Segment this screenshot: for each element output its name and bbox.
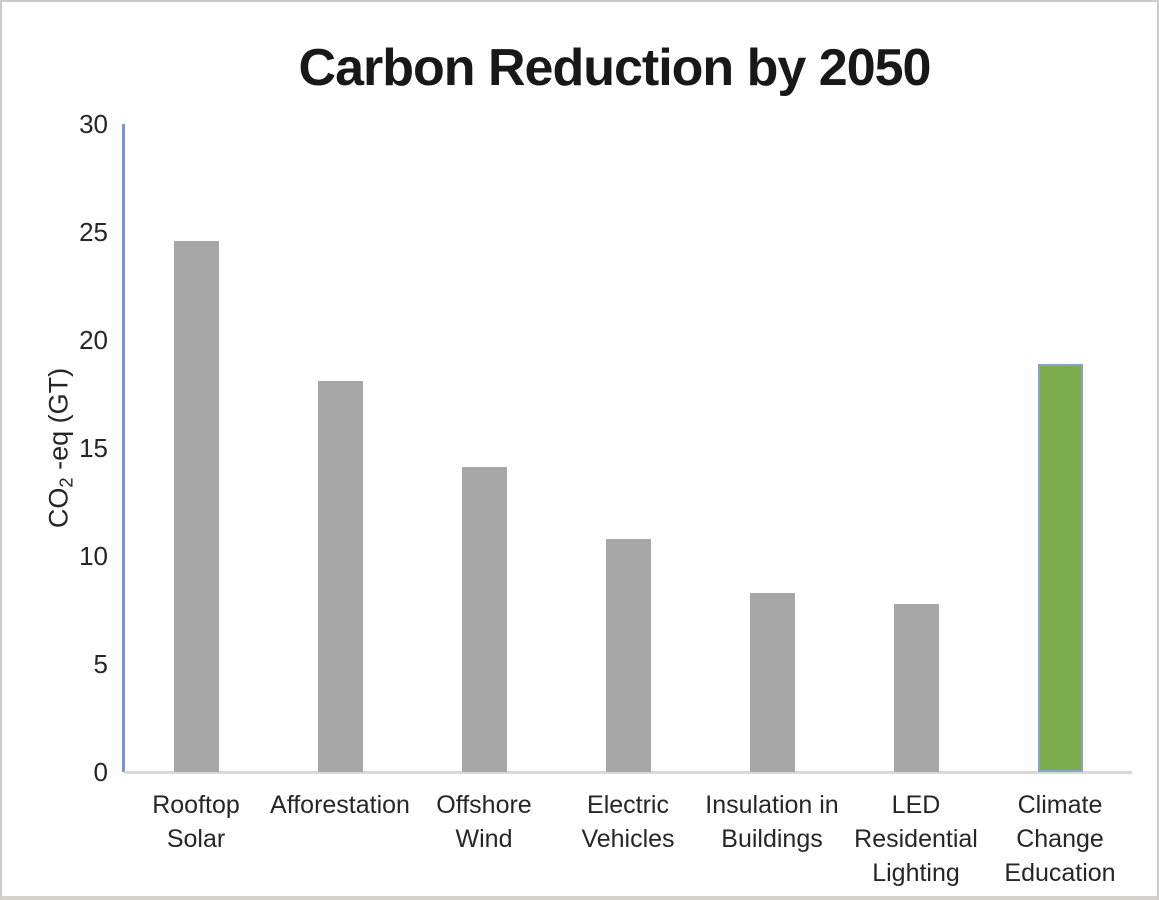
- x-category-label: Afforestation: [270, 791, 410, 819]
- bar-electric-vehicles[interactable]: [606, 539, 651, 772]
- y-axis-title-pre: CO: [43, 487, 74, 529]
- bar-climate-change-education[interactable]: [1038, 364, 1083, 772]
- bar-insulation-in-buildings[interactable]: [750, 593, 795, 772]
- y-tick-label: 5: [93, 649, 108, 679]
- y-tick-label: 15: [79, 433, 108, 463]
- x-category-label: Climate Change Education: [1004, 791, 1116, 887]
- y-axis-line: [122, 124, 125, 772]
- x-axis-line: [124, 771, 1132, 774]
- y-tick-label: 0: [93, 757, 108, 787]
- x-category-label: Insulation in Buildings: [705, 791, 839, 853]
- x-category-label: Electric Vehicles: [581, 791, 675, 853]
- x-category-label: Rooftop Solar: [152, 791, 240, 853]
- y-axis-title-subscript: 2: [55, 477, 77, 488]
- y-tick-label: 10: [79, 541, 108, 571]
- x-category-label: Offshore Wind: [436, 791, 532, 853]
- bar-rooftop-solar[interactable]: [174, 241, 219, 772]
- bar-offshore-wind[interactable]: [462, 467, 507, 772]
- chart-title: Carbon Reduction by 2050: [298, 39, 932, 97]
- x-category-label: LED Residential Lighting: [854, 791, 978, 887]
- y-tick-label: 20: [79, 325, 108, 355]
- y-tick-label: 30: [79, 109, 108, 139]
- bar-led-residential-lighting[interactable]: [894, 604, 939, 772]
- bar-afforestation[interactable]: [318, 381, 363, 772]
- y-tick-label: 25: [79, 217, 108, 247]
